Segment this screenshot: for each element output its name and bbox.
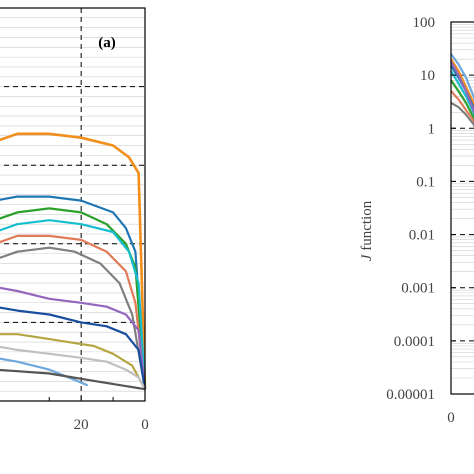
panel-b-x-tick-label: 0 xyxy=(447,410,455,426)
panel-b-y-tick-label: 1 xyxy=(428,121,436,137)
panel-b-series-line xyxy=(450,58,474,108)
panel-a-series-line xyxy=(0,333,146,390)
panel-b-series-line xyxy=(450,53,474,102)
panel-b-y-tick-label: 100 xyxy=(413,15,436,31)
panel-a-series-line xyxy=(0,219,147,390)
panel-b-y-tick-label: 0.1 xyxy=(416,174,435,190)
panel-a-series-line xyxy=(0,246,147,390)
panel-a-series-line xyxy=(0,207,147,390)
panel-a-ticks: 20 0 xyxy=(48,396,149,433)
panel-b-series-line xyxy=(450,79,474,122)
panel-b-series-line xyxy=(450,61,474,115)
chart-panel-a: 20 0 (a) xyxy=(0,7,149,433)
panel-a-series-line xyxy=(0,357,89,387)
panel-b-y-axis-title: J function xyxy=(359,200,375,261)
panel-b-ticks: 100 10 1 0.1 0.01 0.001 0.0001 0.00001 0 xyxy=(386,15,456,426)
panel-b-y-tick-label: 0.00001 xyxy=(386,387,435,403)
panel-b-series-line xyxy=(450,70,474,117)
panel-a-plot-frame xyxy=(0,7,146,402)
panel-b-y-tick-label: 0.001 xyxy=(401,281,435,297)
panel-b-y-tick-label: 10 xyxy=(420,68,435,84)
panel-b-y-tick-label: 0.0001 xyxy=(394,334,435,350)
panel-a-x-tick-label: 20 xyxy=(74,417,89,433)
panel-a-series-line xyxy=(0,286,147,390)
panel-a-series-line xyxy=(0,132,147,390)
panel-a-series-line xyxy=(0,368,146,391)
panel-a-series-line xyxy=(0,306,147,390)
panel-a-series xyxy=(0,132,147,391)
panel-b-plot-frame xyxy=(450,21,474,395)
panel-b-series-line xyxy=(450,90,474,125)
panel-b-y-axis-title-word: function xyxy=(359,200,375,254)
panel-b-series xyxy=(450,53,474,128)
panel-b-series-line xyxy=(450,101,474,128)
panel-a-series-line xyxy=(0,345,146,390)
chart-panel-b: 100 10 1 0.1 0.01 0.001 0.0001 0.00001 0 J funct… xyxy=(359,15,474,426)
panel-a-series-line xyxy=(0,195,147,390)
panel-a-x-tick-label: 0 xyxy=(141,417,149,433)
panel-a-series-line xyxy=(0,234,147,390)
panel-b-y-tick-label: 0.01 xyxy=(409,228,435,244)
panel-a-label: (a) xyxy=(98,35,116,51)
panel-b-y-axis-title-symbol: J xyxy=(359,253,375,261)
